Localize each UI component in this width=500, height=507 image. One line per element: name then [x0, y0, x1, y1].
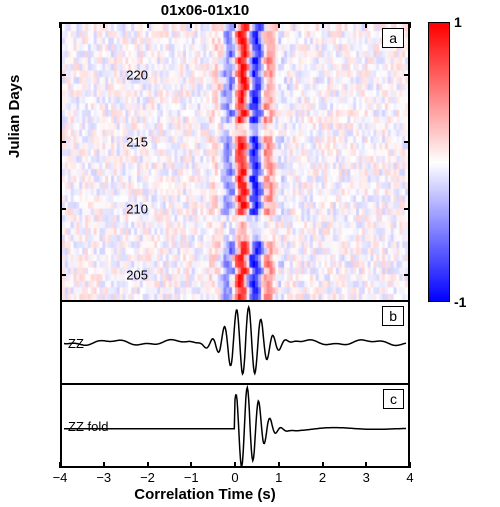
panel-a: a — [60, 22, 410, 302]
xtick-label: 4 — [406, 470, 413, 485]
ytick-mark — [404, 274, 410, 276]
ytick-label: 205 — [126, 268, 148, 283]
xtick-mark — [59, 22, 61, 28]
xtick-mark — [409, 22, 411, 28]
xtick-mark — [103, 462, 105, 468]
xtick-mark — [103, 22, 105, 28]
xtick-mark — [322, 22, 324, 28]
ytick-mark — [60, 208, 66, 210]
xtick-mark — [322, 462, 324, 468]
ytick-label: 215 — [126, 135, 148, 150]
xtick-mark — [190, 22, 192, 28]
panel-c-tag: c — [383, 389, 404, 409]
xtick-mark — [59, 462, 61, 468]
figure-title: 01x06-01x10 — [0, 2, 410, 19]
cbar-tick-label: 1 — [454, 14, 462, 30]
trace-c-svg — [62, 385, 408, 466]
heatmap-canvas — [62, 24, 408, 300]
ytick-mark — [60, 74, 66, 76]
trace-b-svg — [62, 302, 408, 383]
xtick-mark — [365, 22, 367, 28]
xtick-label: 2 — [319, 470, 326, 485]
y-axis-label: Julian Days — [6, 75, 23, 158]
xtick-label: −2 — [140, 470, 155, 485]
ytick-mark — [60, 274, 66, 276]
trace-c-label: ZZ fold — [68, 419, 108, 434]
trace-c-path — [64, 388, 406, 467]
xtick-mark — [234, 22, 236, 28]
ytick-label: 220 — [126, 68, 148, 83]
xtick-mark — [365, 462, 367, 468]
xtick-mark — [147, 22, 149, 28]
trace-b-path — [64, 307, 406, 374]
xtick-mark — [147, 462, 149, 468]
xtick-label: 1 — [275, 470, 282, 485]
colorbar-canvas — [429, 23, 449, 301]
panel-a-tag: a — [382, 28, 404, 48]
xtick-mark — [278, 462, 280, 468]
xtick-label: 0 — [231, 470, 238, 485]
figure-root: 01x06-01x10 Julian Days Correlation Time… — [0, 0, 500, 507]
xtick-label: −1 — [184, 470, 199, 485]
trace-b-label: ZZ — [68, 336, 84, 351]
x-axis-label: Correlation Time (s) — [0, 486, 410, 503]
ytick-mark — [404, 74, 410, 76]
ytick-mark — [60, 141, 66, 143]
xtick-mark — [278, 22, 280, 28]
xtick-mark — [409, 462, 411, 468]
ytick-mark — [404, 208, 410, 210]
xtick-label: −3 — [96, 470, 111, 485]
xtick-label: −4 — [53, 470, 68, 485]
xtick-label: 3 — [363, 470, 370, 485]
panel-c: ZZ fold c — [60, 383, 410, 468]
colorbar — [428, 22, 450, 302]
xtick-mark — [234, 462, 236, 468]
cbar-tick-label: -1 — [454, 294, 466, 310]
xtick-mark — [190, 462, 192, 468]
panel-b: ZZ b — [60, 300, 410, 385]
panel-b-tag: b — [382, 306, 404, 326]
ytick-label: 210 — [126, 201, 148, 216]
ytick-mark — [404, 141, 410, 143]
